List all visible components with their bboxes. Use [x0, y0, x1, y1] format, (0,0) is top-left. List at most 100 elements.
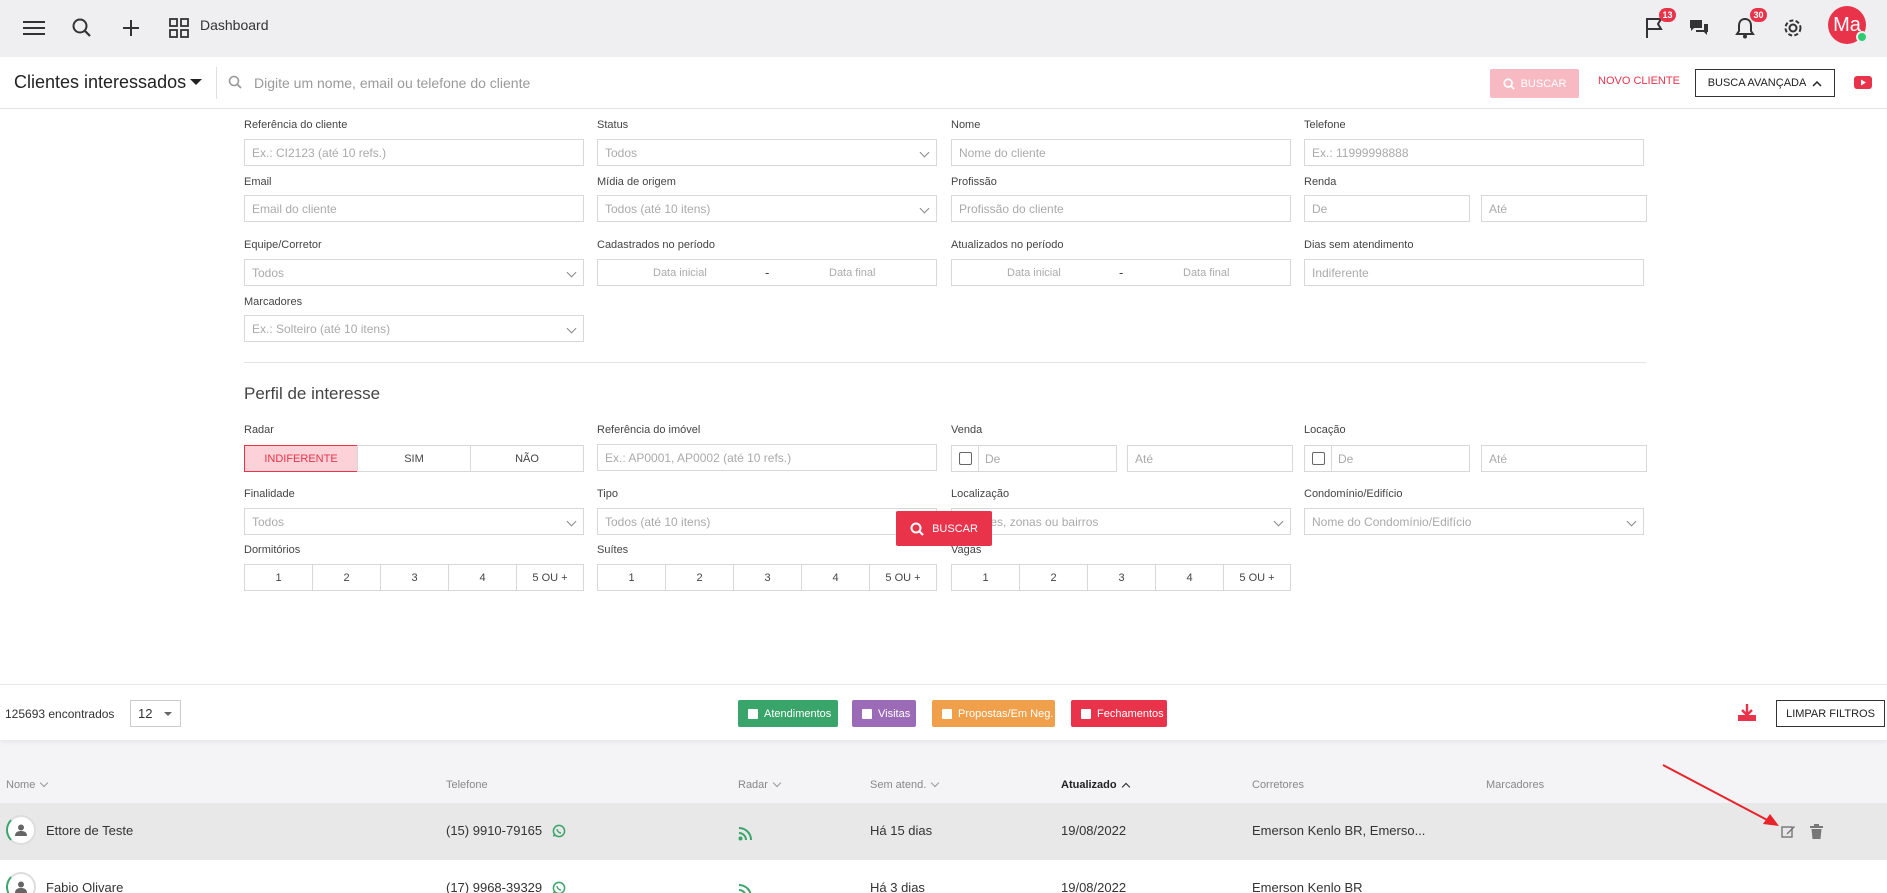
vagas-option-3[interactable]: 3: [1087, 564, 1156, 591]
cadastrados-data-final[interactable]: Data final: [829, 266, 876, 279]
localizacao-select[interactable]: Cidades, zonas ou bairros: [951, 508, 1291, 535]
radar-indiferente-option[interactable]: INDIFERENTE: [244, 445, 358, 472]
column-radar[interactable]: Radar: [738, 778, 782, 791]
suites-option-3[interactable]: 3: [733, 564, 802, 591]
legend-propostas[interactable]: Propostas/Em Neg.: [932, 700, 1055, 727]
suites-option-5plus[interactable]: 5 OU +: [869, 564, 937, 591]
atualizados-data-inicial[interactable]: Data inicial: [1007, 266, 1061, 279]
divider: [1331, 446, 1332, 471]
marcadores-select[interactable]: Ex.: Solteiro (até 10 itens): [244, 315, 584, 342]
finalidade-select[interactable]: Todos: [244, 508, 584, 535]
search-icon: [910, 522, 924, 536]
dormitorios-option-5plus[interactable]: 5 OU +: [516, 564, 584, 591]
telefone-input[interactable]: Ex.: 11999998888: [1304, 139, 1644, 166]
bell-icon[interactable]: 30: [1731, 8, 1767, 42]
client-phone: (15) 9910-79165: [446, 823, 566, 838]
results-bar: 125693 encontrados 12 Atendimentos Visit…: [0, 684, 1887, 740]
flag-icon[interactable]: 13: [1640, 8, 1676, 42]
locacao-ate-input[interactable]: Até: [1481, 445, 1647, 472]
per-page-select[interactable]: 12: [130, 700, 181, 727]
top-bar: Dashboard 13 30 Ma: [0, 0, 1887, 57]
column-atualizado[interactable]: Atualizado: [1061, 779, 1130, 791]
referencia-input[interactable]: Ex.: CI2123 (até 10 refs.): [244, 139, 584, 166]
radar-sim-option[interactable]: SIM: [357, 445, 471, 472]
novo-cliente-link[interactable]: NOVO CLIENTE: [1598, 75, 1680, 87]
nome-input[interactable]: Nome do cliente: [951, 139, 1291, 166]
legend-label: Visitas: [878, 707, 911, 720]
midia-select[interactable]: Todos (até 10 itens): [597, 195, 937, 222]
column-label: Atualizado: [1061, 779, 1117, 791]
legend-fechamentos[interactable]: Fechamentos: [1071, 700, 1167, 727]
checkbox-icon: [942, 708, 952, 719]
cadastrados-data-inicial[interactable]: Data inicial: [653, 266, 707, 279]
table-row[interactable]: Fabio Olivare (17) 9968-39329 Há 3 dias …: [0, 860, 1887, 893]
vagas-option-5plus[interactable]: 5 OU +: [1223, 564, 1291, 591]
search-icon[interactable]: [68, 14, 96, 42]
limpar-filtros-button[interactable]: LIMPAR FILTROS: [1776, 700, 1885, 727]
column-nome[interactable]: Nome: [6, 778, 49, 791]
table-row[interactable]: Ettore de Teste (15) 9910-79165 Há 15 di…: [0, 803, 1887, 860]
legend-atendimentos[interactable]: Atendimentos: [738, 700, 838, 727]
radar-nao-option[interactable]: NÃO: [470, 445, 584, 472]
buscar-button-header[interactable]: BUSCAR: [1490, 69, 1579, 98]
profissao-input[interactable]: Profissão do cliente: [951, 195, 1291, 222]
table-header: Nome Telefone Radar Sem atend. Atualizad…: [0, 769, 1887, 803]
caret-down-icon[interactable]: [190, 79, 202, 85]
client-name[interactable]: Fabio Olivare: [46, 880, 124, 893]
chat-icon[interactable]: [1685, 14, 1713, 42]
suites-option-2[interactable]: 2: [665, 564, 734, 591]
dormitorios-option-4[interactable]: 4: [448, 564, 517, 591]
dashboard-link[interactable]: Dashboard: [200, 17, 269, 33]
venda-de-input[interactable]: De: [951, 445, 1117, 472]
whatsapp-icon[interactable]: [552, 881, 566, 893]
chevron-down-icon: [1273, 516, 1284, 527]
search-icon: [1503, 77, 1515, 90]
gear-icon[interactable]: [1779, 14, 1807, 42]
vagas-option-2[interactable]: 2: [1019, 564, 1088, 591]
edit-icon[interactable]: [1781, 824, 1796, 839]
legend-visitas[interactable]: Visitas: [852, 700, 916, 727]
condominio-select[interactable]: Nome do Condomínio/Edifício: [1304, 508, 1644, 535]
busca-avancada-button[interactable]: BUSCA AVANÇADA: [1695, 69, 1835, 97]
atualizados-data-final[interactable]: Data final: [1183, 266, 1230, 279]
phone-number: (17) 9968-39329: [446, 880, 543, 893]
menu-icon[interactable]: [20, 14, 48, 42]
equipe-select[interactable]: Todos: [244, 259, 584, 286]
email-label: Email: [244, 176, 272, 188]
dias-input[interactable]: Indiferente: [1304, 259, 1644, 286]
venda-ate-input[interactable]: Até: [1127, 445, 1293, 472]
email-input[interactable]: Email do cliente: [244, 195, 584, 222]
ref-imovel-input[interactable]: Ex.: AP0001, AP0002 (até 10 refs.): [597, 444, 937, 471]
page-header: Clientes interessados BUSCAR NOVO CLIENT…: [0, 57, 1887, 109]
dormitorios-option-3[interactable]: 3: [380, 564, 449, 591]
user-avatar[interactable]: Ma: [1828, 6, 1868, 44]
dormitorios-option-1[interactable]: 1: [244, 564, 313, 591]
status-select[interactable]: Todos: [597, 139, 937, 166]
locacao-de-input[interactable]: De: [1304, 445, 1470, 472]
suites-option-4[interactable]: 4: [801, 564, 870, 591]
vagas-option-1[interactable]: 1: [951, 564, 1020, 591]
buscar-button[interactable]: BUSCAR: [896, 511, 992, 546]
whatsapp-icon[interactable]: [552, 824, 566, 838]
youtube-icon[interactable]: [1854, 76, 1872, 92]
tipo-select[interactable]: Todos (até 10 itens): [597, 508, 937, 535]
vagas-option-4[interactable]: 4: [1155, 564, 1224, 591]
suites-option-1[interactable]: 1: [597, 564, 666, 591]
divider: [216, 67, 217, 99]
trash-icon[interactable]: [1810, 824, 1823, 839]
dashboard-grid-icon[interactable]: [165, 14, 193, 42]
renda-ate-input[interactable]: Até: [1481, 195, 1647, 222]
page-title[interactable]: Clientes interessados: [14, 72, 187, 92]
plus-icon[interactable]: [117, 14, 145, 42]
client-name[interactable]: Ettore de Teste: [46, 823, 134, 838]
localizacao-placeholder: Cidades, zonas ou bairros: [959, 514, 1099, 529]
venda-checkbox[interactable]: [959, 452, 972, 465]
dormitorios-option-2[interactable]: 2: [312, 564, 381, 591]
search-input[interactable]: [254, 69, 1154, 97]
download-icon[interactable]: [1736, 703, 1758, 726]
client-avatar: [6, 815, 36, 845]
finalidade-label: Finalidade: [244, 488, 295, 500]
column-sem-atend[interactable]: Sem atend.: [870, 778, 940, 791]
renda-de-input[interactable]: De: [1304, 195, 1470, 222]
locacao-checkbox[interactable]: [1312, 452, 1325, 465]
